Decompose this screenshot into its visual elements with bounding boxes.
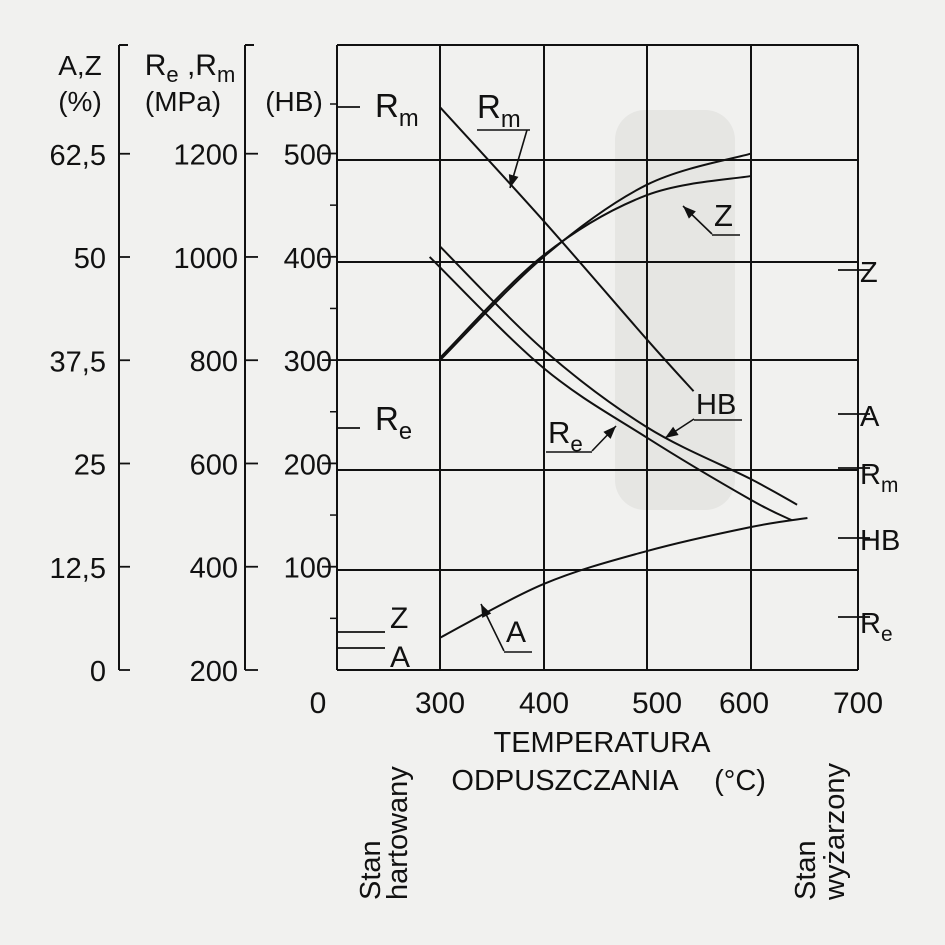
stan-wyzarzony-label-2: wyżarzony (819, 763, 851, 901)
rerm-axis-unit: (MPa) (145, 86, 221, 117)
stan-hartowany-label-1: Stan (355, 840, 387, 900)
az-tick-label: 0 (90, 656, 106, 688)
re-callout-arrow-head (603, 426, 616, 439)
x-tick-label: 700 (833, 687, 883, 720)
stan-wyzarzony-label-1: Stan (790, 840, 822, 900)
a-callout-label: A (506, 616, 526, 649)
x-tick-label: 300 (415, 687, 465, 720)
wyzarzony-label: Z (860, 257, 878, 289)
stan-hartowany-label-2: hartowany (382, 766, 414, 900)
x-tick-label: 400 (519, 687, 569, 720)
a-curve (439, 517, 808, 639)
hartowany-a-label: A (390, 641, 410, 674)
hartowany-rm-label: Rm (375, 87, 419, 132)
z-curve (439, 175, 751, 359)
rerm-tick-label: 800 (190, 346, 238, 378)
rm-callout-label: Rm (477, 88, 521, 133)
rerm-tick-label: 600 (190, 449, 238, 481)
rerm-tick-label: 1000 (173, 243, 238, 275)
hb-curve (439, 245, 798, 506)
wyzarzony-label: A (860, 401, 880, 433)
hb-tick-label: 300 (284, 346, 332, 378)
az-tick-label: 62,5 (50, 140, 106, 172)
hb-callout-arrow-head (665, 426, 679, 438)
x-tick-label: 0 (310, 687, 327, 720)
wyzarzony-label: HB (860, 525, 900, 557)
z-callout-label: Z (714, 198, 733, 233)
a-callout-arrow-head (481, 604, 492, 618)
z-callout-arrow-head (683, 206, 696, 219)
rm-callout-arrow-head (508, 174, 519, 188)
re-curve-falling (428, 256, 793, 522)
wyzarzony-label: Re (860, 608, 893, 646)
re-hartowany-label: Re (375, 400, 412, 445)
wyzarzony-label: Rm (860, 459, 898, 497)
background-shadow (615, 110, 735, 510)
x-axis-title-2: ODPUSZCZANIA (451, 765, 679, 797)
hb-tick-label: 100 (284, 553, 332, 585)
x-tick-label: 500 (632, 687, 682, 720)
hb-tick-label: 200 (284, 449, 332, 481)
x-axis-unit: (°C) (714, 765, 766, 797)
az-tick-label: 50 (74, 243, 106, 275)
rerm-tick-label: 400 (190, 553, 238, 585)
rerm-tick-label: 1200 (173, 140, 238, 172)
az-tick-label: 25 (74, 450, 106, 482)
hb-tick-label: 500 (284, 140, 332, 172)
az-axis-unit: (%) (58, 86, 102, 117)
hb-axis-title: (HB) (265, 86, 323, 117)
hartowany-z-label: Z (390, 602, 408, 635)
rerm-tick-label: 200 (190, 656, 238, 688)
rm-curve (439, 106, 695, 392)
hb-callout-label: HB (696, 389, 736, 421)
re-callout-label: Re (548, 415, 583, 457)
re-curve-rising (439, 152, 751, 361)
az-axis-title: A,Z (58, 50, 102, 81)
x-axis-title: TEMPERATURA (494, 727, 712, 759)
hb-tick-label: 400 (284, 243, 332, 275)
az-tick-label: 12,5 (50, 553, 106, 585)
x-tick-label: 600 (719, 687, 769, 720)
az-tick-label: 37,5 (50, 346, 106, 378)
rerm-axis-title: Re ,Rm (145, 49, 236, 87)
